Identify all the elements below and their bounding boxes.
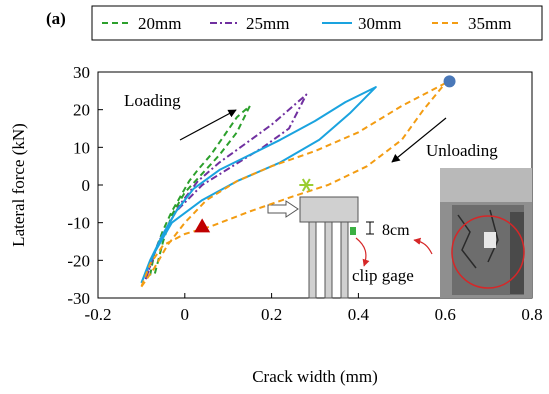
unloading-label: Unloading: [426, 141, 498, 160]
clip-gage-label: clip gage: [352, 266, 414, 285]
y-tick-label: 30: [73, 63, 90, 82]
loading-arrow: [179, 109, 237, 141]
y-axis: -30 -20 -10 0 10 20 30: [67, 63, 103, 308]
x-axis: -0.2 0 0.2 0.4 0.6 0.8: [85, 293, 543, 324]
legend-label-30mm: 30mm: [358, 14, 401, 33]
specimen-schematic: 8cm clip gage: [267, 196, 433, 299]
pile-3: [340, 221, 349, 299]
clip-gage-photo: [440, 168, 532, 298]
series-layer: [140, 82, 447, 288]
panel-label: (a): [46, 9, 66, 28]
x-axis-label: Crack width (mm): [252, 367, 378, 386]
legend-box: [91, 5, 543, 41]
unloading-arrow: [391, 117, 447, 163]
x-tick-label: 0.2: [261, 305, 282, 324]
triangle-marker: [194, 218, 211, 233]
legend: 20mm 25mm 30mm 35mm: [91, 5, 543, 41]
x-tick-label: 0: [181, 305, 190, 324]
x-tick-label: 0.8: [521, 305, 542, 324]
gauge-length-label: 8cm: [382, 222, 410, 239]
plot-area: -0.2 0 0.2 0.4 0.6 0.8 -30 -20 -10 0 10 20 30: [67, 63, 542, 324]
series-line-30mm: [140, 86, 377, 284]
y-axis-label: Lateral force (kN): [9, 123, 28, 247]
loading-label: Loading: [124, 91, 181, 110]
legend-label-35mm: 35mm: [468, 14, 511, 33]
y-tick-label: 0: [82, 176, 91, 195]
y-tick-label: -30: [67, 289, 90, 308]
y-tick-label: 10: [73, 138, 90, 157]
x-tick-label: 0.6: [435, 305, 456, 324]
star-marker: [299, 178, 314, 192]
push-arrow: [267, 200, 299, 218]
peak-marker: [443, 75, 456, 88]
pile-cap: [299, 196, 359, 223]
clip-gage-sensor: [350, 227, 356, 235]
y-tick-label: -20: [67, 251, 90, 270]
pile-2: [324, 221, 333, 299]
legend-label-25mm: 25mm: [246, 14, 289, 33]
series-line-20mm: [149, 104, 251, 276]
x-tick-label: -0.2: [85, 305, 112, 324]
x-tick-label: 0.4: [348, 305, 370, 324]
marker-layer: [194, 75, 456, 233]
pile-1: [308, 221, 317, 299]
series-line-35mm: [140, 82, 447, 288]
legend-label-20mm: 20mm: [138, 14, 181, 33]
y-tick-label: -10: [67, 214, 90, 233]
y-tick-label: 20: [73, 101, 90, 120]
